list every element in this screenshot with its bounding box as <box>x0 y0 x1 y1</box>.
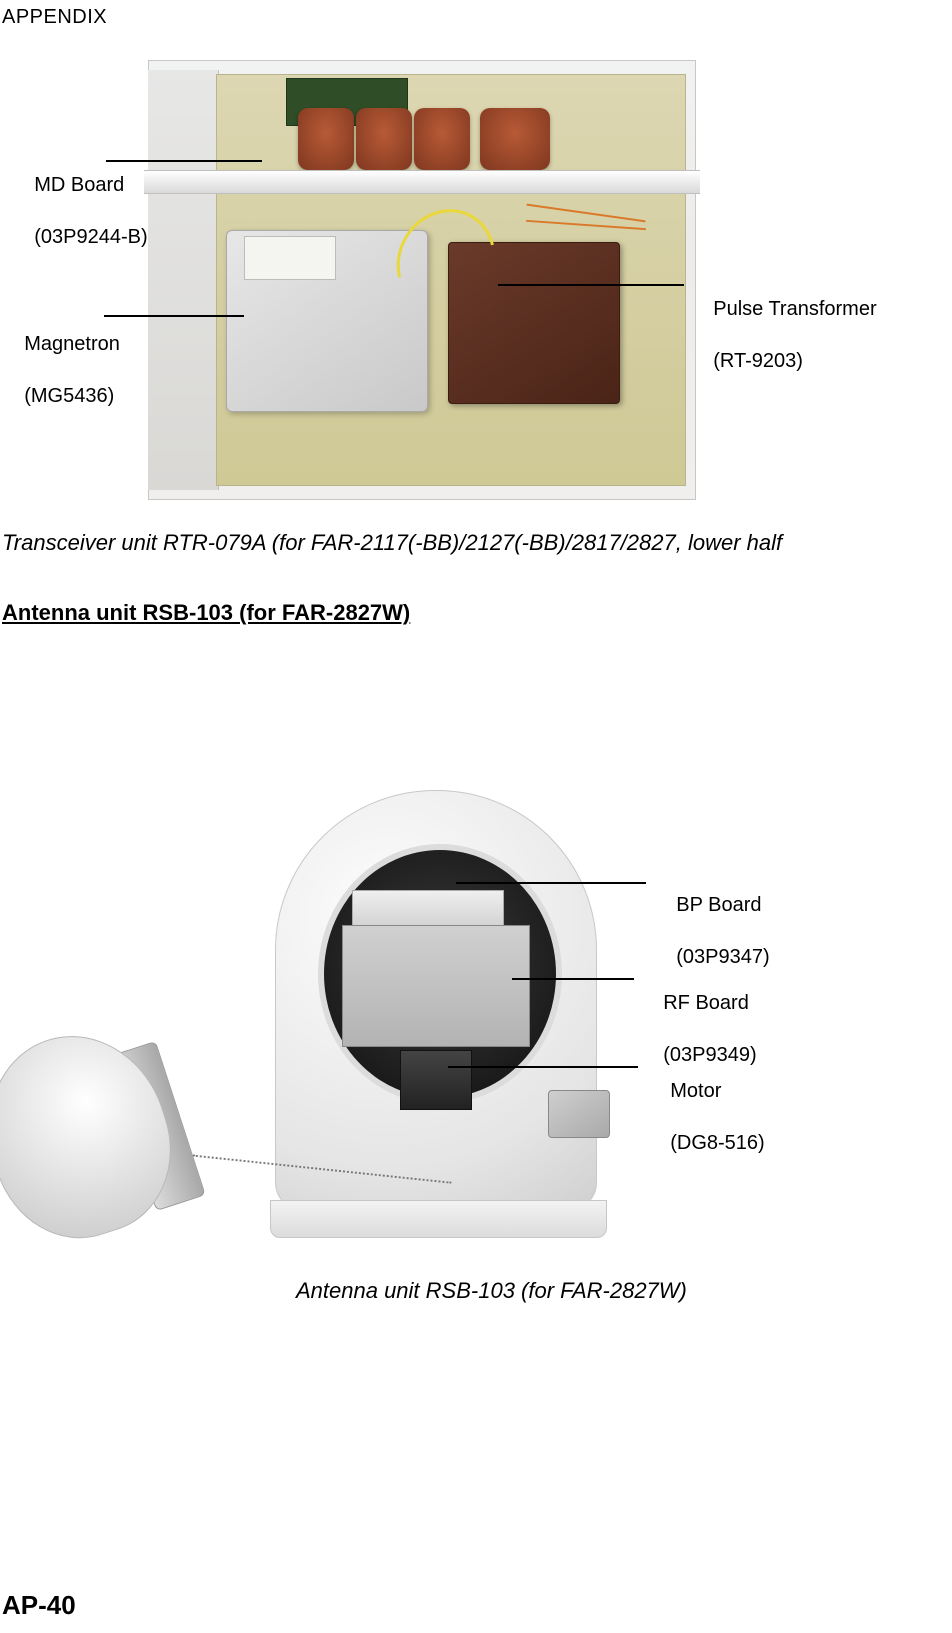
callout-part: (RT-9203) <box>713 350 803 372</box>
callout-part: (MG5436) <box>24 385 114 407</box>
motor-block <box>400 1050 472 1110</box>
page-header: APPENDIX <box>2 6 107 29</box>
dome-cover <box>0 1013 194 1260</box>
callout-md-board: MD Board (03P9244-B) <box>12 146 148 276</box>
callout-magnetron: Magnetron (MG5436) <box>2 305 120 435</box>
rf-board-block <box>342 925 530 1047</box>
callout-label: Pulse Transformer <box>713 298 876 320</box>
leader-line <box>104 315 244 317</box>
callout-label: RF Board <box>663 992 749 1014</box>
callout-label: MD Board <box>34 174 124 196</box>
caption-figure2: Antenna unit RSB-103 (for FAR-2827W) <box>296 1278 687 1304</box>
page: APPENDIX MD Board (03P9244-B) Magnetron … <box>0 0 952 1633</box>
page-number: AP-40 <box>2 1590 76 1621</box>
callout-pulse-transformer: Pulse Transformer (RT-9203) <box>691 270 877 400</box>
leader-line <box>456 882 646 884</box>
caption-figure1: Transceiver unit RTR-079A (for FAR-2117(… <box>2 530 782 556</box>
figure-transceiver <box>148 60 696 500</box>
magnetron-sticker <box>244 236 336 280</box>
coil-block <box>356 108 412 170</box>
coil-block <box>414 108 470 170</box>
callout-label: Motor <box>670 1080 721 1102</box>
device-rail <box>144 170 700 194</box>
connector-block <box>548 1090 610 1138</box>
leader-line <box>448 1066 638 1068</box>
leader-line <box>498 284 684 286</box>
coil-block <box>298 108 354 170</box>
leader-line <box>512 978 634 980</box>
callout-part: (03P9244-B) <box>34 226 147 248</box>
heading-antenna-unit: Antenna unit RSB-103 (for FAR-2827W) <box>2 600 410 626</box>
figure-antenna <box>0 770 620 1250</box>
callout-motor: Motor (DG8-516) <box>648 1052 765 1182</box>
device-left-flap <box>148 70 219 490</box>
callout-label: Magnetron <box>24 333 120 355</box>
callout-label: BP Board <box>676 894 761 916</box>
leader-line <box>106 160 262 162</box>
callout-part: (DG8-516) <box>670 1132 764 1154</box>
coil-block <box>480 108 550 170</box>
